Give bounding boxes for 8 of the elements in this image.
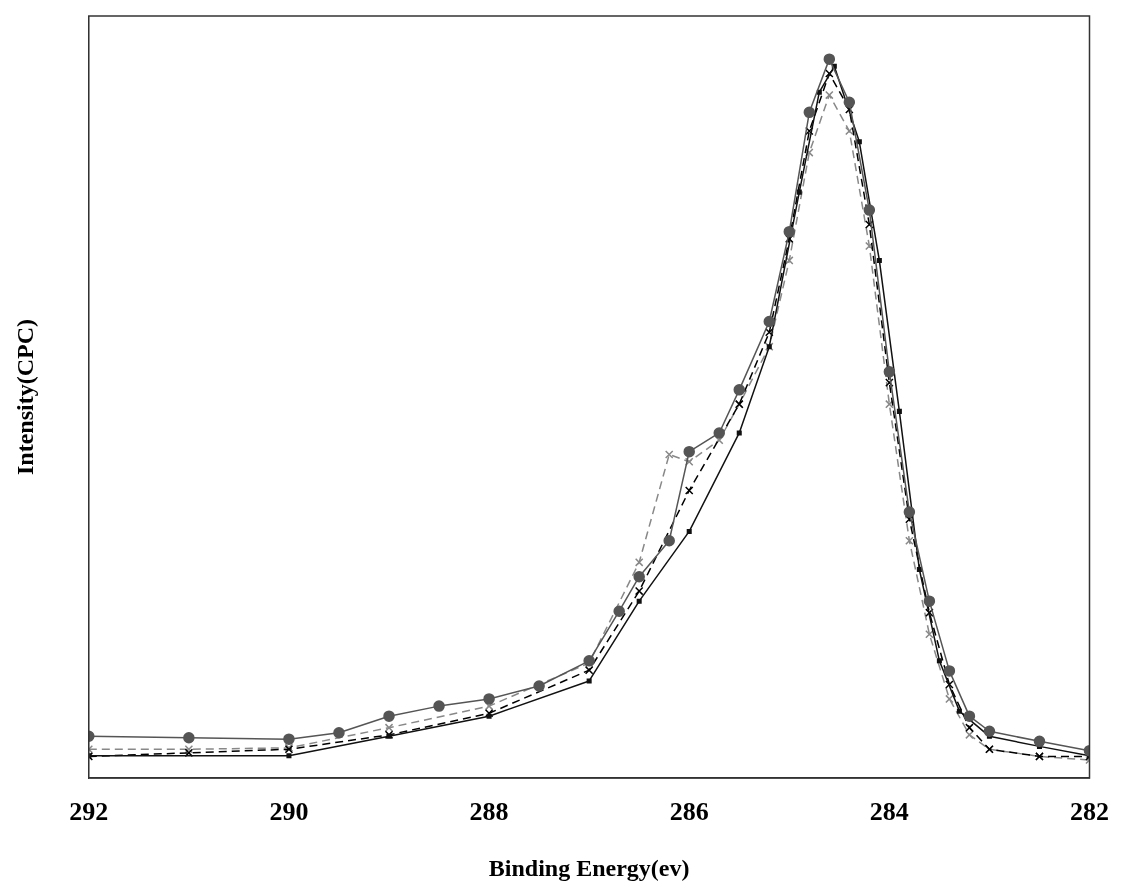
x-tick-label: 290 [269,797,309,827]
x-tick-label: 284 [869,797,909,827]
x-tick-label: 288 [469,797,509,827]
y-axis-title: Intensity(CPC) [11,319,38,475]
x-tick-label: 292 [69,797,109,827]
x-tick-label: 286 [669,797,709,827]
x-tick-label: 282 [1070,797,1109,827]
x-axis-title: Binding Energy(ev) [488,854,690,881]
